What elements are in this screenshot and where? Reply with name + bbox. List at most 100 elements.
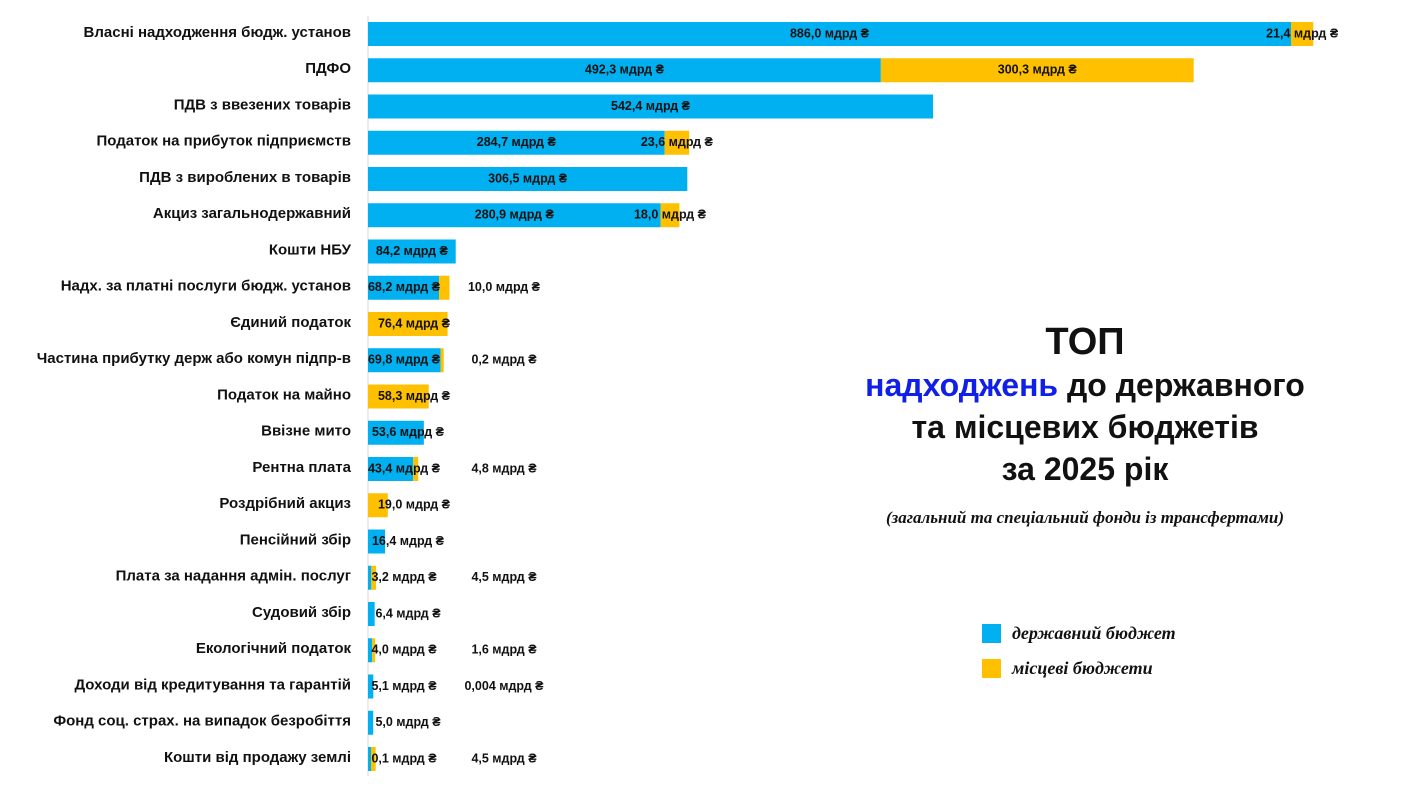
bar-state [368,529,386,554]
category-label: Плата за надання адмін. послуг [116,568,351,585]
category-label: Власні надходження бюдж. установ [84,24,351,41]
value-label-local: 58,3 мдрд ₴ [378,389,451,403]
value-label-state: 53,6 мдрд ₴ [372,425,445,439]
chart-title-line3: за 2025 рік [1001,451,1169,487]
bar-state [368,710,374,735]
value-label-local: 300,3 мдрд ₴ [998,63,1078,77]
chart-title-line2: та місцевих бюджетів [911,409,1259,445]
bar-local [664,130,690,155]
category-labels: Власні надходження бюдж. установ ПДФО ПДВ … [37,24,352,766]
value-label-local: 0,2 мдрд ₴ [471,353,537,367]
bar-state [368,203,661,228]
bar-state [368,638,373,663]
bar-local [439,275,450,300]
bar-local [372,638,376,663]
category-label: Податок на майно [217,386,351,403]
bar-state [368,420,424,445]
value-label-state: 6,4 мдрд ₴ [375,606,441,620]
value-label-state: 69,8 мдрд ₴ [368,353,441,367]
value-labels: 886,0 мдрд ₴ 21,4 мдрд ₴ 492,3 мдрд ₴ 300,3… [368,26,1339,765]
legend-swatch-state [982,624,1001,643]
category-label: Частина прибутку держ або комун підпр-в [37,350,351,367]
value-label-state: 306,5 мдрд ₴ [488,171,568,185]
category-label: Єдиний податок [230,314,351,331]
category-label: Судовий збір [252,604,351,621]
category-label: Фонд соц. страх. на випадок безробіття [53,713,351,730]
value-label-state: 68,2 мдрд ₴ [368,280,441,294]
legend-label-local: місцеві бюджети [1012,658,1153,678]
category-label: Надх. за платні послуги бюдж. установ [61,278,351,295]
bar-state [368,239,456,264]
bar-local [440,348,444,373]
legend-item-local: місцеві бюджети [982,651,1176,686]
bar-state [368,457,414,481]
bar-local [660,203,680,228]
value-label-local: 4,5 мдрд ₴ [471,570,537,584]
chart-subtitle: (загальний та спеціальний фонди із транс… [885,508,1285,527]
value-label-local: 18,0 мдрд ₴ [634,208,707,222]
value-label-state: 280,9 мдрд ₴ [475,208,555,222]
category-label: Рентна плата [252,459,351,476]
bar-state [368,565,372,590]
value-label-local: 19,0 мдрд ₴ [378,498,451,512]
category-label: Акциз загальнодержавний [153,205,351,222]
title-block: ТОП надходжень до державного та місцевих… [800,320,1370,528]
value-label-local: 76,4 мдрд ₴ [378,316,451,330]
category-label: Пенсійний збір [240,531,351,548]
chart-title-line1: надходжень до державного [800,364,1370,406]
value-label-local: 10,0 мдрд ₴ [468,280,541,294]
value-label-local: 23,6 мдрд ₴ [641,135,714,149]
legend-item-state: державний бюджет [982,616,1176,651]
value-label-state: 4,0 мдрд ₴ [371,643,437,657]
category-label: Ввізне мито [261,423,351,440]
bar-state [368,22,1291,46]
bar-state [368,94,934,119]
value-label-state: 5,0 мдрд ₴ [375,715,441,729]
value-label-state: 16,4 мдрд ₴ [372,534,445,548]
category-label: ПДФО [305,60,351,77]
category-label: Кошти від продажу землі [164,749,351,766]
bar-state [368,747,371,771]
category-label: Кошти НБУ [269,241,352,258]
bar-state [368,602,375,626]
legend-swatch-local [982,659,1001,678]
value-label-state: 3,2 мдрд ₴ [371,570,437,584]
chart-title-line1-rest: до державного [1058,367,1305,403]
bar-state [368,167,688,191]
bar-local [368,384,429,409]
value-label-state: 0,1 мдрд ₴ [371,751,437,765]
chart-title-accent: надходжень [865,367,1059,403]
bar-local [371,565,377,590]
bar-local [368,493,388,518]
chart-title-top: ТОП [1045,321,1125,363]
bar-state [368,674,374,699]
legend: державний бюджет місцеві бюджети [982,616,1176,686]
bar-state [368,348,441,373]
value-label-state: 492,3 мдрд ₴ [585,63,665,77]
value-label-local: 21,4 мдрд ₴ [1266,26,1339,40]
bar-local [371,747,376,771]
category-label: Роздрібний акциз [219,495,351,512]
value-label-local: 4,8 мдрд ₴ [471,461,537,475]
bar-state [368,275,440,300]
value-label-state: 284,7 мдрд ₴ [477,135,557,149]
legend-label-state: державний бюджет [1012,623,1176,643]
value-label-state: 542,4 мдрд ₴ [611,99,691,113]
category-label: Доходи від кредитування та гарантій [74,676,351,693]
category-label: Екологічний податок [196,640,352,657]
category-label: ПДВ з вироблених в товарів [139,169,351,186]
bars [368,22,1314,771]
bar-state [368,130,665,155]
bar-local [368,312,448,336]
value-label-state: 43,4 мдрд ₴ [368,461,441,475]
category-label: ПДВ з ввезених товарів [174,96,351,113]
value-label-local: 4,5 мдрд ₴ [471,751,537,765]
value-label-state: 886,0 мдрд ₴ [790,26,870,40]
value-label-state: 84,2 мдрд ₴ [376,244,449,258]
bar-local [413,457,419,481]
bar-local [1291,22,1314,46]
value-label-local: 0,004 мдрд ₴ [464,679,544,693]
value-label-state: 5,1 мдрд ₴ [371,679,437,693]
bar-state [368,58,881,83]
